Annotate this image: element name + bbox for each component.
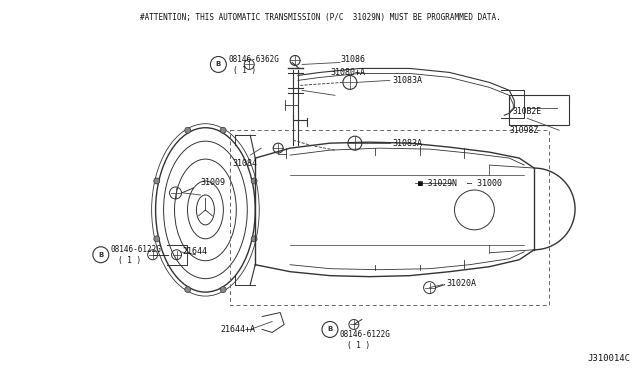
Text: B: B bbox=[216, 61, 221, 67]
Text: 08146-6122G: 08146-6122G bbox=[111, 245, 162, 254]
Text: 31086: 31086 bbox=[340, 55, 365, 64]
Text: #ATTENTION; THIS AUTOMATIC TRANSMISSION (P/C  31029N) MUST BE PROGRAMMED DATA.: #ATTENTION; THIS AUTOMATIC TRANSMISSION … bbox=[140, 13, 500, 22]
Text: 31083A: 31083A bbox=[393, 76, 423, 85]
Text: 31009: 31009 bbox=[200, 177, 225, 186]
Text: 08146-6362G: 08146-6362G bbox=[228, 55, 279, 64]
Circle shape bbox=[185, 127, 191, 133]
Text: ( 1 ): ( 1 ) bbox=[347, 341, 370, 350]
Circle shape bbox=[251, 236, 257, 242]
Bar bbox=[509, 95, 569, 125]
Text: 08146-6122G: 08146-6122G bbox=[340, 330, 391, 339]
Text: ( 1 ): ( 1 ) bbox=[118, 256, 141, 265]
Text: B: B bbox=[98, 252, 104, 258]
Circle shape bbox=[220, 286, 226, 292]
Circle shape bbox=[154, 236, 160, 242]
Text: 31080+A: 31080+A bbox=[330, 68, 365, 77]
Text: B: B bbox=[327, 327, 333, 333]
Circle shape bbox=[185, 286, 191, 292]
Text: 21644+A: 21644+A bbox=[220, 325, 255, 334]
Circle shape bbox=[251, 178, 257, 184]
Text: 31020A: 31020A bbox=[447, 279, 477, 288]
Circle shape bbox=[220, 127, 226, 133]
Bar bbox=[230, 130, 549, 305]
Text: — 31000: — 31000 bbox=[467, 179, 502, 187]
Text: 310B2E: 310B2E bbox=[512, 107, 541, 116]
Text: 31098Z: 31098Z bbox=[509, 126, 538, 135]
Text: J310014C: J310014C bbox=[588, 355, 631, 363]
Text: 31084: 31084 bbox=[232, 158, 257, 167]
Text: ■ 31029N: ■ 31029N bbox=[418, 179, 456, 187]
Text: 31083A: 31083A bbox=[393, 139, 423, 148]
Circle shape bbox=[154, 178, 160, 184]
Text: ( 1 ): ( 1 ) bbox=[234, 66, 257, 75]
Text: 21644: 21644 bbox=[182, 247, 207, 256]
